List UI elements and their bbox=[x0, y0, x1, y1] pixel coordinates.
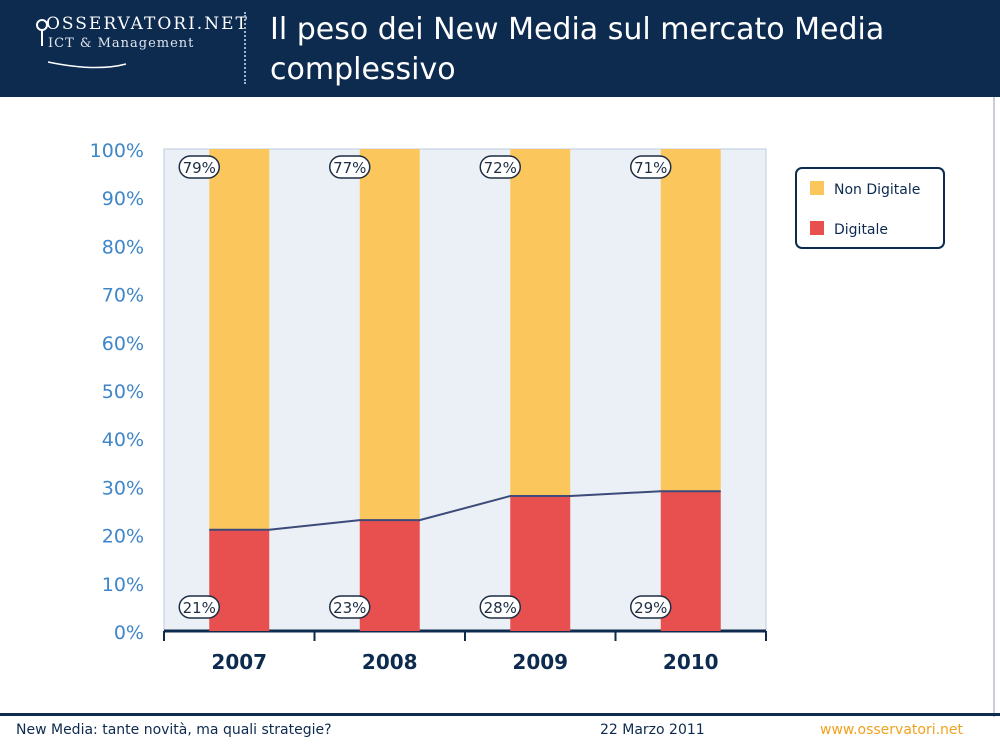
label-non-digitale-2007: 79% bbox=[183, 159, 216, 177]
page-title-line-2: complessivo bbox=[270, 52, 456, 87]
label-digitale-2007: 21% bbox=[183, 599, 216, 617]
x-tick-label-2008: 2008 bbox=[362, 650, 418, 674]
y-tick-label: 10% bbox=[102, 574, 144, 596]
label-non-digitale-2007-badge bbox=[178, 155, 220, 179]
x-tick-label-2007: 2007 bbox=[211, 650, 267, 674]
legend-swatch-digitale bbox=[810, 221, 824, 235]
label-non-digitale-2010-badge bbox=[630, 155, 672, 179]
label-non-digitale-2010: 71% bbox=[634, 159, 667, 177]
label-non-digitale-2009-badge bbox=[479, 155, 521, 179]
y-tick-label: 40% bbox=[102, 429, 144, 451]
label-digitale-2010-badge bbox=[630, 595, 672, 619]
footer-caption: New Media: tante novità, ma quali strate… bbox=[16, 722, 332, 738]
bar-non-digitale-2008 bbox=[359, 149, 420, 521]
footer-divider bbox=[0, 713, 1000, 716]
label-digitale-2007-badge bbox=[178, 595, 220, 619]
bar-non-digitale-2007 bbox=[209, 149, 270, 530]
logo-mark bbox=[36, 19, 127, 69]
legend-label-digitale: Digitale bbox=[834, 222, 888, 238]
label-non-digitale-2008: 77% bbox=[333, 159, 366, 177]
trend-line-digitale bbox=[209, 490, 721, 531]
osservatori-logo: OSSERVATORI.NET ICT & Management bbox=[36, 12, 247, 78]
stacked-bar-chart: 0% 10% 20% 30% 40% 50% 60% 70% 80% 90% 100% 2007 79%… bbox=[90, 140, 945, 674]
y-tick-label: 80% bbox=[102, 236, 144, 258]
footer-website-link[interactable]: www.osservatori.net bbox=[820, 722, 964, 738]
legend-box bbox=[795, 167, 945, 249]
y-tick-label: 100% bbox=[90, 140, 144, 162]
bar-digitale-2007 bbox=[209, 529, 270, 631]
y-tick-label: 30% bbox=[102, 477, 144, 499]
legend-label-non-digitale: Non Digitale bbox=[834, 182, 920, 198]
logo-title: OSSERVATORI.NET bbox=[46, 14, 249, 34]
label-digitale-2008-badge bbox=[329, 595, 371, 619]
y-tick-label: 70% bbox=[102, 285, 144, 307]
bar-digitale-2008 bbox=[359, 520, 420, 631]
bar-non-digitale-2010 bbox=[660, 149, 721, 492]
header-bar: OSSERVATORI.NET ICT & Management Il peso… bbox=[0, 0, 1000, 97]
x-tick-label-2009: 2009 bbox=[512, 650, 568, 674]
legend-swatch-non-digitale bbox=[810, 181, 824, 195]
y-tick-label: 90% bbox=[102, 188, 144, 210]
label-digitale-2010: 29% bbox=[634, 599, 667, 617]
label-digitale-2009: 28% bbox=[484, 599, 517, 617]
bar-non-digitale-2009 bbox=[510, 149, 571, 497]
label-digitale-2008: 23% bbox=[333, 599, 366, 617]
slide-frame-right bbox=[993, 97, 995, 717]
page-title: Il peso dei New Media sul mercato Media … bbox=[270, 10, 970, 90]
label-non-digitale-2009: 72% bbox=[484, 159, 517, 177]
x-tick-label-2010: 2010 bbox=[663, 650, 719, 674]
y-tick-label: 20% bbox=[102, 526, 144, 548]
logo-subtitle: ICT & Management bbox=[48, 36, 195, 51]
y-tick-label: 0% bbox=[114, 622, 144, 644]
header-separator bbox=[244, 12, 249, 84]
label-digitale-2009-badge bbox=[479, 595, 521, 619]
footer-date: 22 Marzo 2011 bbox=[600, 722, 705, 738]
label-non-digitale-2008-badge bbox=[329, 155, 371, 179]
y-tick-label: 60% bbox=[102, 333, 144, 355]
y-tick-label: 50% bbox=[102, 381, 144, 403]
page-title-line-1: Il peso dei New Media sul mercato Media bbox=[270, 12, 885, 47]
